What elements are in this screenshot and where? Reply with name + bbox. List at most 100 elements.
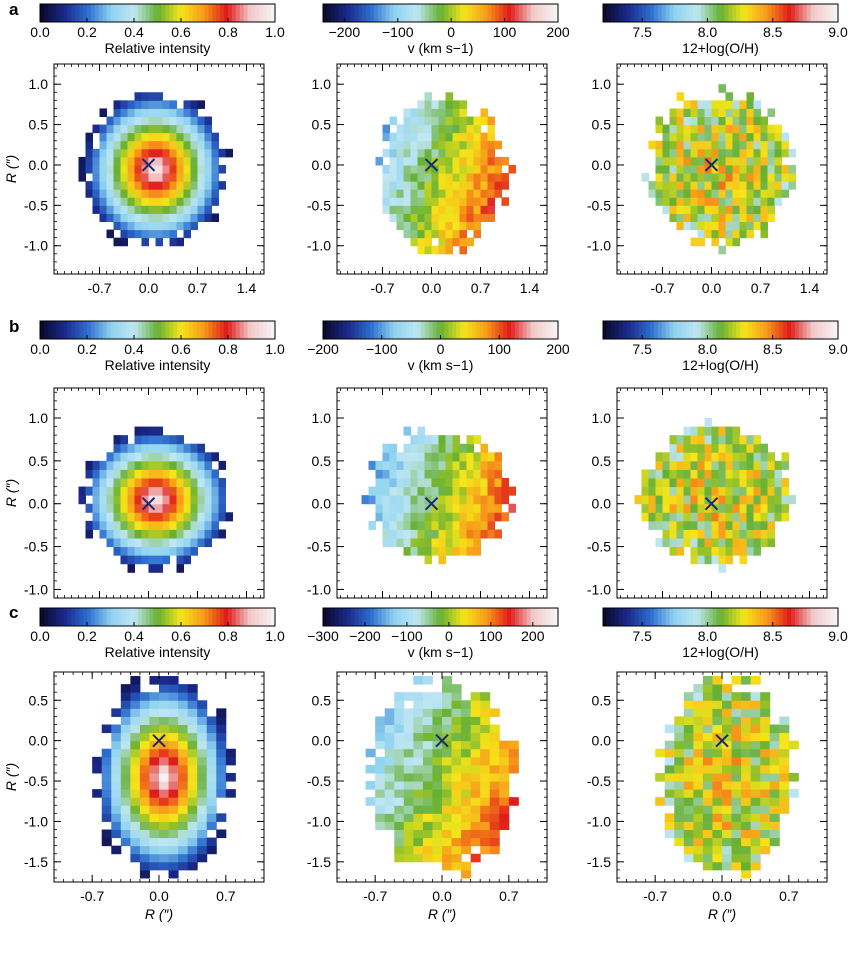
map-pixel	[148, 443, 156, 453]
map-pixel	[403, 205, 411, 214]
colorbar-segment	[342, 608, 348, 626]
x-tick-label: 0.7	[216, 888, 236, 904]
map-pixel	[375, 156, 383, 166]
map-pixel	[470, 853, 481, 863]
map-pixel	[155, 229, 163, 239]
colorbar-segment	[444, 321, 449, 339]
map-pixel	[375, 469, 383, 479]
map-pixel	[480, 700, 491, 709]
map-pixel	[85, 140, 93, 150]
colorbar-segment	[161, 4, 166, 22]
map-pixel	[722, 684, 733, 693]
colorbar-segment	[165, 608, 170, 626]
map-pixel	[394, 748, 405, 758]
map-pixel	[197, 469, 205, 479]
map-pixel	[432, 724, 443, 734]
map-pixel	[690, 213, 698, 222]
map-pixel	[741, 764, 752, 774]
map-pixel	[211, 140, 219, 150]
map-pixel	[739, 164, 747, 174]
map-pixel	[389, 538, 397, 548]
map-pixel	[769, 789, 780, 798]
map-pixel	[461, 797, 472, 806]
map-pixel	[162, 156, 170, 166]
map-pixel	[159, 829, 170, 839]
map-pixel	[382, 197, 390, 206]
colorbar-segment	[228, 608, 233, 626]
map-pixel	[718, 124, 726, 134]
map-pixel	[211, 148, 219, 158]
map-pixel	[466, 197, 474, 206]
map-pixel	[159, 692, 170, 701]
map-pixel	[767, 213, 775, 222]
map-pixel	[424, 92, 432, 101]
colorbar-segment	[779, 321, 784, 339]
map-pixel	[106, 486, 114, 496]
map-pixel	[424, 181, 432, 190]
map-pixel	[501, 173, 509, 182]
map-pixel	[461, 837, 472, 847]
map-pixel	[662, 173, 670, 182]
map-pixel	[690, 460, 698, 470]
map-pixel	[662, 140, 670, 150]
map-pixel	[148, 213, 156, 222]
map-pixel	[739, 213, 747, 222]
map-pixel	[438, 538, 446, 548]
map-pixel	[92, 512, 100, 522]
map-pixel	[445, 213, 453, 222]
map-pixel	[466, 181, 474, 190]
map-pixel	[731, 821, 742, 830]
colorbar-segment	[149, 608, 155, 626]
map-pixel	[78, 486, 86, 496]
map-pixel	[141, 100, 149, 109]
colorbar-segment	[130, 608, 135, 626]
map-pixel	[417, 189, 425, 198]
colorbar-segment	[141, 321, 147, 339]
map-pixel	[424, 148, 432, 158]
map-pixel	[413, 853, 424, 863]
map-pixel	[442, 805, 453, 814]
colorbar-segment	[677, 4, 682, 22]
map-pixel	[99, 108, 107, 117]
map-pixel	[134, 197, 142, 206]
colorbar-tick-label: 0	[437, 341, 445, 357]
map-pixel	[422, 764, 433, 774]
y-tick-label: 0.0	[312, 733, 332, 749]
map-pixel	[162, 229, 170, 239]
map-pixel	[760, 520, 768, 530]
map-pixel	[148, 189, 156, 198]
map-pixel	[403, 503, 411, 513]
map-pixel	[459, 100, 467, 109]
colorbar-segment	[518, 608, 524, 626]
map-pixel	[134, 108, 142, 117]
map-pixel	[489, 724, 500, 734]
colorbar-segment	[196, 4, 202, 22]
map-pixel	[403, 724, 414, 734]
map-pixel	[120, 503, 128, 513]
map-pixel	[712, 813, 723, 822]
map-pixel	[711, 148, 719, 158]
map-pixel	[375, 460, 383, 470]
colorbar-segment	[192, 321, 198, 339]
map-pixel	[739, 555, 747, 565]
map-pixel	[216, 813, 227, 822]
map-pixel	[127, 555, 135, 565]
colorbar-segment	[358, 608, 363, 626]
map-pixel	[106, 132, 114, 142]
map-pixel	[683, 781, 694, 790]
colorbar-tick-label: 0.0	[30, 341, 50, 357]
map-pixel	[141, 555, 149, 565]
colorbar-segment	[700, 4, 706, 22]
map-pixel	[148, 563, 156, 573]
colorbar-segment	[94, 608, 100, 626]
map-pixel	[382, 512, 390, 522]
map-pixel	[634, 495, 642, 505]
map-pixel	[216, 716, 227, 725]
colorbar-segment	[55, 4, 61, 22]
map-pixel	[169, 205, 177, 214]
map-pixel	[375, 756, 386, 766]
map-pixel	[725, 221, 733, 231]
x-tick-label: -0.7	[370, 280, 394, 296]
map-pixel	[489, 837, 500, 847]
map-pixel	[711, 546, 719, 556]
